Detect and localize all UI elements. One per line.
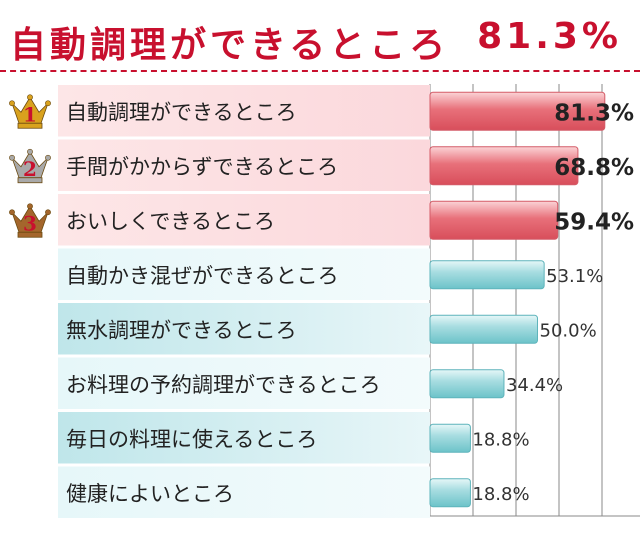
crown-icon: 2: [9, 148, 51, 184]
header-title: 自動調理ができるところ: [10, 25, 450, 66]
header-value: 81.3%: [477, 16, 622, 57]
bar: [429, 369, 505, 399]
header-divider: [0, 70, 640, 72]
category-label: 手間がかからずできるところ: [66, 155, 338, 179]
rank-number: 1: [23, 102, 37, 126]
category-label: おいしくできるところ: [66, 209, 275, 233]
row-label-background: [58, 303, 430, 355]
category-label: お料理の予約調理ができるところ: [66, 373, 381, 397]
crown-icon: 1: [9, 94, 51, 129]
value-label: 68.8%: [554, 155, 634, 181]
value-label: 34.4%: [506, 375, 563, 396]
value-label: 53.1%: [546, 266, 603, 287]
bar: [429, 314, 538, 344]
value-label: 81.3%: [554, 100, 634, 126]
value-label: 50.0%: [540, 320, 597, 341]
bar: [429, 478, 471, 508]
category-label: 無水調理ができるところ: [66, 318, 297, 342]
row-label-background: [58, 194, 430, 246]
value-label: 18.8%: [472, 429, 529, 450]
value-label: 59.4%: [554, 209, 634, 235]
row-label-background: [58, 357, 430, 409]
bar: [429, 91, 606, 131]
category-label: 自動調理ができるところ: [66, 100, 297, 124]
bar: [429, 423, 471, 453]
row-label-background: [58, 85, 430, 137]
chart-header: 自動調理ができるところ 81.3%: [0, 0, 640, 78]
bar: [429, 260, 545, 290]
row-label-background: [58, 139, 430, 191]
category-label: 健康によいところ: [66, 482, 234, 506]
bar: [429, 146, 579, 186]
crown-icon: 3: [9, 203, 51, 238]
row-label-background: [58, 466, 430, 518]
category-label: 自動かき混ぜができるところ: [66, 264, 339, 288]
value-label: 18.8%: [472, 484, 529, 505]
row-label-background: [58, 248, 430, 300]
rank-number: 2: [23, 157, 37, 181]
row-label-background: [58, 412, 430, 464]
category-label: 毎日の料理に使えるところ: [66, 427, 317, 451]
bar: [429, 200, 559, 240]
rank-number: 3: [23, 211, 37, 235]
